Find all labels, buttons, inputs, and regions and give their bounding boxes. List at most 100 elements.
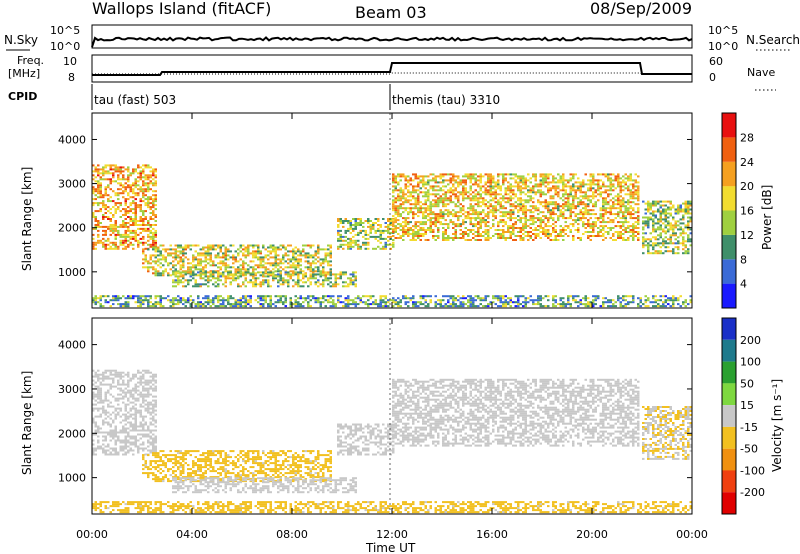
power-cell <box>379 301 382 304</box>
power-cell <box>402 195 405 198</box>
power-cell <box>507 303 510 306</box>
power-cell <box>299 303 302 306</box>
power-cell <box>147 164 150 167</box>
power-cell <box>609 199 612 202</box>
power-cell <box>139 295 142 298</box>
power-cell <box>297 271 300 274</box>
power-cell <box>387 243 390 246</box>
power-cell <box>492 177 495 180</box>
power-cell <box>269 297 272 300</box>
power-cell <box>654 250 657 253</box>
power-cell <box>469 197 472 200</box>
power-cell <box>147 243 150 246</box>
power-cell <box>147 188 150 191</box>
velocity-cell <box>94 433 97 436</box>
power-cell <box>119 241 122 244</box>
power-cell <box>244 273 247 276</box>
power-cell <box>139 188 142 191</box>
power-cell <box>207 262 210 265</box>
velocity-cell <box>92 421 95 424</box>
power-cell <box>404 217 407 220</box>
power-cell <box>317 248 320 251</box>
power-cell <box>454 305 457 308</box>
power-cell <box>277 258 280 261</box>
power-cell <box>112 206 115 209</box>
power-cell <box>142 262 145 265</box>
power-cell <box>202 268 205 271</box>
power-cell <box>447 305 450 308</box>
power-cell <box>564 233 567 235</box>
power-cell <box>542 233 545 235</box>
power-cell <box>324 277 327 280</box>
power-cell <box>242 264 245 267</box>
power-cell <box>422 175 425 178</box>
power-cell <box>107 239 110 242</box>
power-cell <box>614 213 617 216</box>
power-cell <box>372 301 375 304</box>
power-cell <box>502 207 505 210</box>
power-cell <box>157 301 160 304</box>
power-cell <box>134 202 137 205</box>
power-cell <box>469 193 472 196</box>
power-cell <box>229 295 232 298</box>
power-cell <box>644 238 647 241</box>
power-cell <box>234 258 237 261</box>
velocity-cell <box>107 411 110 414</box>
power-cell <box>139 241 142 244</box>
power-cell <box>677 220 680 223</box>
power-cell <box>417 215 420 218</box>
power-cell <box>389 218 392 220</box>
power-cell <box>554 185 557 188</box>
power-cell <box>632 295 635 298</box>
power-cell <box>284 266 287 269</box>
cpid-mode-1: tau (fast) 503 <box>94 93 176 107</box>
power-cell <box>462 197 465 200</box>
power-cell <box>329 305 332 308</box>
power-cell <box>547 235 550 237</box>
power-cell <box>529 217 532 220</box>
power-cell <box>442 235 445 237</box>
power-cell <box>442 175 445 178</box>
power-cell <box>184 301 187 304</box>
power-cell <box>477 295 480 298</box>
power-cell <box>297 262 300 265</box>
power-cell <box>637 303 640 306</box>
power-cell <box>457 225 460 228</box>
power-cell <box>404 185 407 188</box>
power-cell <box>312 273 315 276</box>
power-cell <box>267 275 270 278</box>
power-cell <box>129 172 132 175</box>
power-cell <box>277 275 280 278</box>
power-cell <box>267 273 270 276</box>
power-cell <box>227 277 230 280</box>
power-cell <box>404 233 407 235</box>
power-cell <box>347 299 350 302</box>
power-cell <box>224 299 227 302</box>
power-cell <box>144 218 147 220</box>
power-cell <box>504 211 507 214</box>
power-cell <box>412 189 415 192</box>
power-cell <box>569 303 572 306</box>
power-cell <box>94 227 97 230</box>
power-cell <box>507 225 510 228</box>
power-cell <box>409 233 412 235</box>
power-cell <box>289 305 292 308</box>
power-cell <box>469 185 472 188</box>
power-cell <box>517 295 520 298</box>
power-cell <box>174 279 177 282</box>
nave-line <box>92 72 692 75</box>
power-cell <box>187 262 190 265</box>
power-cell <box>629 179 632 182</box>
power-cell <box>612 203 615 206</box>
power-cell <box>129 243 132 246</box>
power-cell <box>399 213 402 216</box>
power-cell <box>532 191 535 194</box>
power-cell <box>164 250 167 253</box>
power-cell <box>137 299 140 302</box>
power-cell <box>594 221 597 224</box>
power-cell <box>507 181 510 184</box>
power-cell <box>92 178 95 181</box>
power-cell <box>604 225 607 228</box>
power-cell <box>307 297 310 300</box>
power-cell <box>387 224 390 226</box>
